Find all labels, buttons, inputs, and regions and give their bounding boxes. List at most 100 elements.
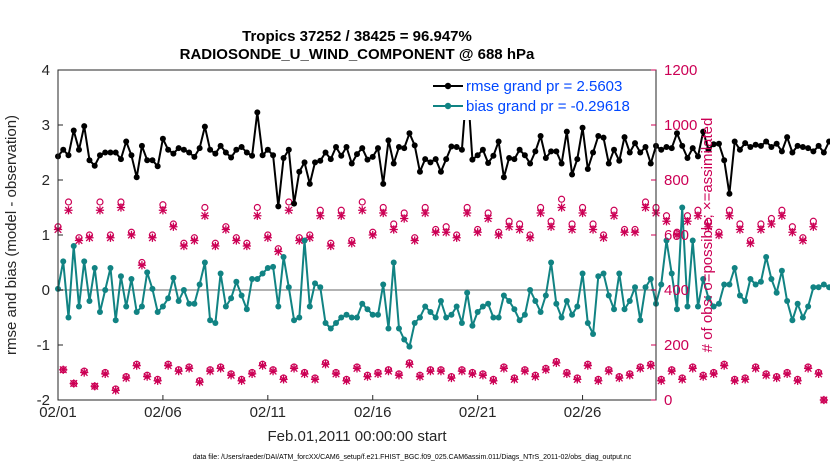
bias-point xyxy=(275,303,282,310)
obs-assimilated-marker xyxy=(400,214,409,223)
obs-assimilated-marker xyxy=(185,364,194,373)
rmse-point xyxy=(605,160,612,167)
legend-bias-label: bias grand pr = -0.29618 xyxy=(466,98,630,115)
obs-assimilated-point xyxy=(431,228,440,237)
bias-point xyxy=(333,320,340,326)
rmse-point xyxy=(485,159,492,166)
obs-assimilated-point xyxy=(510,375,519,384)
obs-assimilated-marker xyxy=(389,225,398,234)
bias-point xyxy=(170,274,177,281)
rmse-series-layer xyxy=(55,78,830,210)
bias-point xyxy=(186,300,193,307)
bias-point xyxy=(584,320,591,326)
obs-assimilated-marker xyxy=(221,225,230,234)
obs-possible-point xyxy=(96,198,104,206)
obs-assimilated-point xyxy=(295,236,304,245)
obs-assimilated-marker xyxy=(546,222,556,231)
y-left-axis-ticks: -2 -1 0 1 2 3 4 xyxy=(37,62,63,409)
obs-assimilated-point xyxy=(772,373,781,383)
obs-possible-point xyxy=(358,198,366,206)
rmse-point xyxy=(243,149,250,156)
obs-assimilated-marker xyxy=(662,217,671,226)
obs-assimilated-point xyxy=(258,361,267,370)
obs-assimilated-point xyxy=(174,367,183,376)
rmse-point xyxy=(154,163,161,170)
bias-point xyxy=(458,320,465,326)
bias-point xyxy=(794,300,801,307)
bias-point xyxy=(354,314,360,321)
bias-point xyxy=(726,281,733,288)
obs-assimilated-point xyxy=(531,372,540,381)
obs-assimilated-marker xyxy=(190,236,199,245)
rmse-point xyxy=(752,141,759,148)
rmse-point xyxy=(432,156,439,163)
bias-point xyxy=(673,306,680,313)
obs-assimilated-marker xyxy=(179,241,189,251)
obs-assimilated-point xyxy=(735,225,745,234)
bias-point xyxy=(154,309,161,315)
obs-assimilated-point xyxy=(609,211,619,220)
bias-point xyxy=(700,276,707,282)
bias-point xyxy=(469,322,476,329)
obs-assimilated-point xyxy=(337,211,346,220)
rmse-point xyxy=(763,138,770,145)
bias-point xyxy=(280,254,287,260)
bias-point xyxy=(107,265,114,271)
rmse-point xyxy=(291,200,298,207)
bias-point xyxy=(306,303,313,310)
obs-assimilated-point xyxy=(463,208,472,218)
rmse-point xyxy=(117,156,124,163)
obs-assimilated-marker xyxy=(321,360,330,369)
rmse-point xyxy=(458,146,465,153)
obs-assimilated-point xyxy=(667,367,676,376)
rmse-point xyxy=(826,138,830,145)
obs-assimilated-marker xyxy=(463,208,472,218)
rmse-point xyxy=(249,152,256,159)
obs-assimilated-point xyxy=(80,368,89,377)
rmse-point xyxy=(637,149,644,156)
rmse-point xyxy=(264,146,271,153)
obs-assimilated-marker xyxy=(143,372,152,381)
rmse-point xyxy=(590,149,597,156)
y-right-axis-ticks: 0 200 400 600 800 1000 1200 xyxy=(651,62,697,409)
rmse-point xyxy=(91,162,98,169)
x-tick-label: 02/21 xyxy=(459,404,497,421)
bias-point xyxy=(731,265,738,271)
y-right-tick-label: 400 xyxy=(664,282,689,299)
legend-rmse-label: rmse grand pr = 2.5603 xyxy=(466,78,622,95)
obs-assimilated-marker xyxy=(588,225,598,234)
bias-point xyxy=(65,314,72,321)
obs-assimilated-marker xyxy=(242,241,251,251)
bias-point xyxy=(542,292,549,299)
rmse-point xyxy=(107,149,114,156)
bias-point xyxy=(574,303,581,310)
x-tick-label: 02/06 xyxy=(144,404,182,421)
obs-assimilated-point xyxy=(520,367,529,376)
obs-assimilated-marker xyxy=(646,361,655,370)
rmse-point xyxy=(343,144,350,150)
obs-assimilated-point xyxy=(310,375,320,384)
rmse-point xyxy=(768,144,775,150)
bias-point xyxy=(537,309,544,315)
obs-assimilated-marker xyxy=(279,375,288,384)
obs-assimilated-marker xyxy=(636,364,645,373)
y-right-tick-label: 200 xyxy=(664,337,689,354)
bias-point xyxy=(448,311,455,318)
obs-assimilated-marker xyxy=(699,372,708,381)
rmse-point xyxy=(196,145,203,152)
bias-point xyxy=(826,284,830,291)
y-left-tick-label: -1 xyxy=(37,337,50,354)
obs-assimilated-point xyxy=(106,233,115,242)
chart-title-line1: Tropics 37252 / 38425 = 96.947% xyxy=(242,28,472,45)
bias-point xyxy=(102,287,109,293)
bias-point xyxy=(464,289,471,296)
obs-assimilated-point xyxy=(127,230,136,240)
obs-assimilated-marker xyxy=(504,222,514,231)
bias-point xyxy=(500,292,507,299)
obs-assimilated-point xyxy=(132,361,141,370)
rmse-point xyxy=(506,155,513,161)
bias-point xyxy=(506,298,513,304)
obs-assimilated-marker xyxy=(132,361,141,370)
bias-point xyxy=(511,306,518,313)
